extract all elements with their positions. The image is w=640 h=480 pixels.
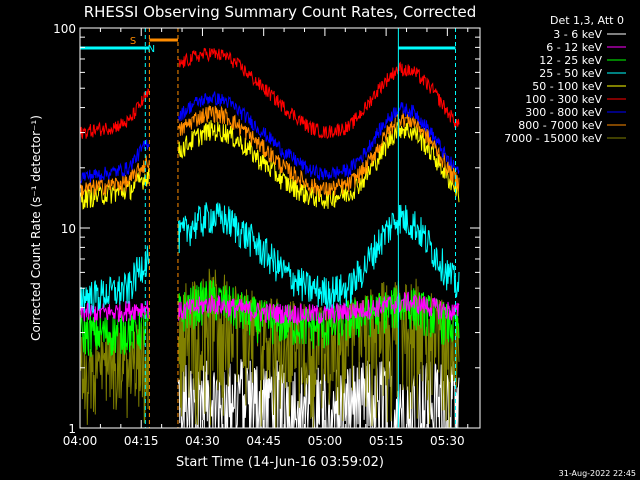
legend-entry-label: 12 - 25 keV (539, 54, 602, 67)
x-tick-label: 04:45 (246, 434, 281, 448)
night-marker-label: N (148, 44, 155, 55)
footer-timestamp: 31-Aug-2022 22:45 (559, 469, 636, 478)
y-axis-label: Corrected Count Rate (s⁻¹ detector⁻¹) (29, 115, 43, 341)
series-line-7000-15000-kev (79, 268, 460, 428)
series-line-6-12-kev (79, 291, 460, 326)
y-tick-label: 10 (61, 222, 76, 236)
x-tick-label: 04:00 (63, 434, 98, 448)
x-axis-label: Start Time (14-Jun-16 03:59:02) (176, 455, 384, 470)
series-line-12-25-kev (79, 279, 460, 357)
x-tick-label: 04:30 (185, 434, 220, 448)
series-line-800-7000-kev (79, 105, 460, 198)
y-tick-label: 1 (68, 422, 76, 436)
x-tick-label: 05:15 (369, 434, 404, 448)
x-tick-label: 05:30 (430, 434, 465, 448)
legend-entry-label: 25 - 50 keV (539, 67, 602, 80)
x-tick-label: 05:00 (308, 434, 343, 448)
legend-entry-label: 100 - 300 keV (525, 93, 602, 106)
chart-title: RHESSI Observing Summary Count Rates, Co… (84, 3, 477, 21)
y-tick-label: 100 (53, 22, 76, 36)
series-line-25-50-kev (79, 202, 460, 315)
legend-entry-label: 6 - 12 keV (546, 41, 602, 54)
saa-marker-label: S (130, 36, 136, 47)
legend-entry-label: 300 - 800 keV (525, 106, 602, 119)
legend-entry-label: 50 - 100 keV (532, 80, 602, 93)
series-line-100-300-kev (79, 47, 460, 140)
legend-title: Det 1,3, Att 0 (550, 14, 624, 27)
legend-entry-label: 800 - 7000 keV (518, 119, 602, 132)
legend-entry-label: 7000 - 15000 keV (504, 132, 602, 145)
legend-entry-label: 3 - 6 keV (553, 28, 602, 41)
x-tick-label: 04:15 (124, 434, 159, 448)
series-line-300-800-kev (79, 90, 460, 184)
